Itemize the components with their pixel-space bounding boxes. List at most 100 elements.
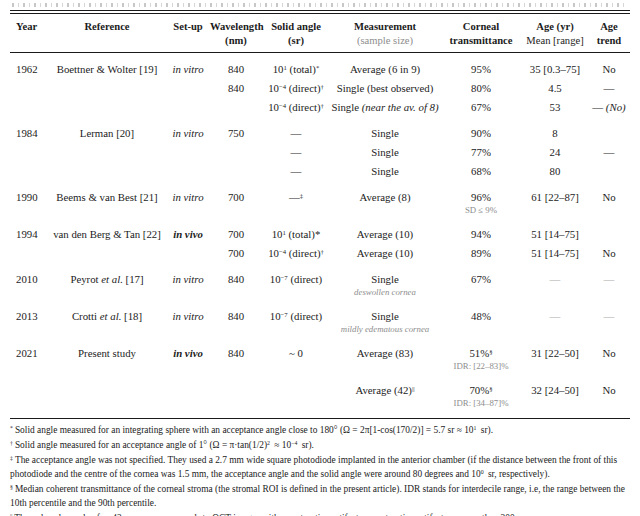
- cell-trend: [588, 162, 630, 181]
- text-segment: 70%: [469, 384, 489, 396]
- superscript-mark: −4: [279, 248, 286, 255]
- column-header-line2: transmittance: [440, 34, 522, 48]
- text-segment: No: [602, 247, 615, 259]
- cell-meas: Average (83): [330, 337, 440, 374]
- cell-solid: 10−4 (direct)†: [262, 244, 330, 263]
- cell-setup: in vivo: [166, 218, 210, 244]
- cell-age: 80: [522, 162, 588, 181]
- superscript-mark: −7: [281, 311, 288, 318]
- superscript-mark: §: [489, 385, 492, 392]
- cell-meas: Single: [330, 143, 440, 162]
- superscript-mark: −4: [291, 440, 297, 446]
- column-header-wavelength: Wavelength(nm): [210, 12, 262, 53]
- cell-wl: 700: [210, 244, 262, 263]
- superscript-mark: *: [316, 64, 319, 71]
- cell-trend: No: [588, 337, 630, 374]
- footnote-mark: ‡: [10, 455, 13, 461]
- cell-trans: 90%: [440, 117, 522, 143]
- cell-solid: 10−4 (direct)†: [262, 79, 330, 98]
- column-header-age: Agetrend: [588, 12, 630, 53]
- text-segment: Average (83): [357, 347, 413, 359]
- cell-wl: [210, 374, 262, 419]
- cell-setup: [166, 244, 210, 263]
- cell-trans: 96%SD ≤ 9%: [440, 181, 522, 218]
- text-segment: ≈ 10: [272, 440, 291, 450]
- text-segment: Average (6 in 9): [350, 63, 420, 75]
- superscript-mark: −4: [279, 102, 286, 109]
- text-segment: —: [289, 191, 300, 203]
- cell-age: 32 [24–50]: [522, 374, 588, 419]
- column-header-set-up: Set-up: [166, 12, 210, 53]
- corneal-transmittance-table: YearReferenceSet-upWavelength(nm)Solid a…: [10, 10, 630, 419]
- cell-age: 31 [22–50]: [522, 337, 588, 374]
- cell-ref: [48, 143, 166, 162]
- cell-year: 2010: [10, 263, 48, 300]
- cell-year: 1984: [10, 117, 48, 143]
- superscript-mark: 1: [282, 229, 285, 236]
- column-header-line2: (sample size): [330, 34, 440, 48]
- text-segment: No: [602, 63, 615, 75]
- text-segment: in vitro: [172, 273, 203, 285]
- cell-year: 1994: [10, 218, 48, 244]
- text-segment: 90%: [471, 127, 491, 139]
- cell-age: 53: [522, 98, 588, 117]
- superscript-mark: †: [321, 83, 324, 90]
- cell-meas: Average (8): [330, 181, 440, 218]
- cell-year: 2021: [10, 337, 48, 374]
- text-segment: Beems & van Best [21]: [56, 191, 157, 203]
- text-segment: 95%: [471, 63, 491, 75]
- cell-setup: in vitro: [166, 300, 210, 337]
- text-segment: Boettner & Wolter [19]: [57, 63, 158, 75]
- cell-meas: Single: [330, 117, 440, 143]
- table-body: 1962Boettner & Wolter [19]in vitro840101…: [10, 53, 630, 419]
- cell-wl: [210, 98, 262, 117]
- cell-wl: 840: [210, 53, 262, 80]
- cell-solid: —‡: [262, 181, 330, 218]
- cropped-caption-fragment: [12, 3, 628, 7]
- cell-subnote: deswollen cornea: [330, 287, 440, 298]
- column-header-line1: Set-up: [166, 20, 210, 34]
- text-segment: 31 [22–50]: [531, 347, 579, 359]
- cell-solid: ~ 0: [262, 337, 330, 374]
- cell-setup: [166, 143, 210, 162]
- cell-age: —: [522, 300, 588, 337]
- text-segment: sr).: [299, 440, 314, 450]
- cell-setup: in vitro: [166, 53, 210, 80]
- cell-wl: 700: [210, 181, 262, 218]
- paper-table-page: YearReferenceSet-upWavelength(nm)Solid a…: [0, 0, 640, 516]
- cell-setup: in vitro: [166, 263, 210, 300]
- cell-trans: 70%§ IDR: [34–87]%: [440, 374, 522, 419]
- cell-solid: —: [262, 143, 330, 162]
- text-segment: (direct): [288, 273, 322, 285]
- table-row: 1990Beems & van Best [21]in vitro700—‡Av…: [10, 181, 630, 218]
- text-segment: No: [602, 191, 615, 203]
- cell-ref: Lerman [20]: [48, 117, 166, 143]
- cell-solid: —: [262, 117, 330, 143]
- footnote: §Median coherent transmittance of the co…: [10, 482, 630, 510]
- text-segment: 89%: [471, 247, 491, 259]
- text-segment: Average (10): [357, 247, 413, 259]
- cell-year: [10, 79, 48, 98]
- text-segment: Peyrot: [70, 273, 101, 285]
- cell-trend: [588, 218, 630, 244]
- cell-trans: 89%: [440, 244, 522, 263]
- cell-year: 1990: [10, 181, 48, 218]
- cell-wl: 840: [210, 263, 262, 300]
- cell-ref: [48, 244, 166, 263]
- text-segment: (direct): [288, 310, 322, 322]
- superscript-mark: −7: [281, 274, 288, 281]
- cell-trans: 80%: [440, 79, 522, 98]
- cell-trans: 77%: [440, 143, 522, 162]
- table-row: 1984Lerman [20]in vitro750—Single90%8: [10, 117, 630, 143]
- text-segment: 80%: [471, 82, 491, 94]
- text-segment: Single: [371, 273, 399, 285]
- text-segment: Average (42): [355, 384, 411, 396]
- cell-subnote: IDR: [34–87]%: [440, 398, 522, 409]
- cell-trend: —: [588, 79, 630, 98]
- cell-trans: 51%§IDR: [22–83]%: [440, 337, 522, 374]
- column-header-corneal: Cornealtransmittance: [440, 12, 522, 53]
- cell-trend: —: [588, 263, 630, 300]
- text-segment: 68%: [471, 165, 491, 177]
- cell-wl: 840: [210, 300, 262, 337]
- column-header-line1: Solid angle: [262, 20, 330, 34]
